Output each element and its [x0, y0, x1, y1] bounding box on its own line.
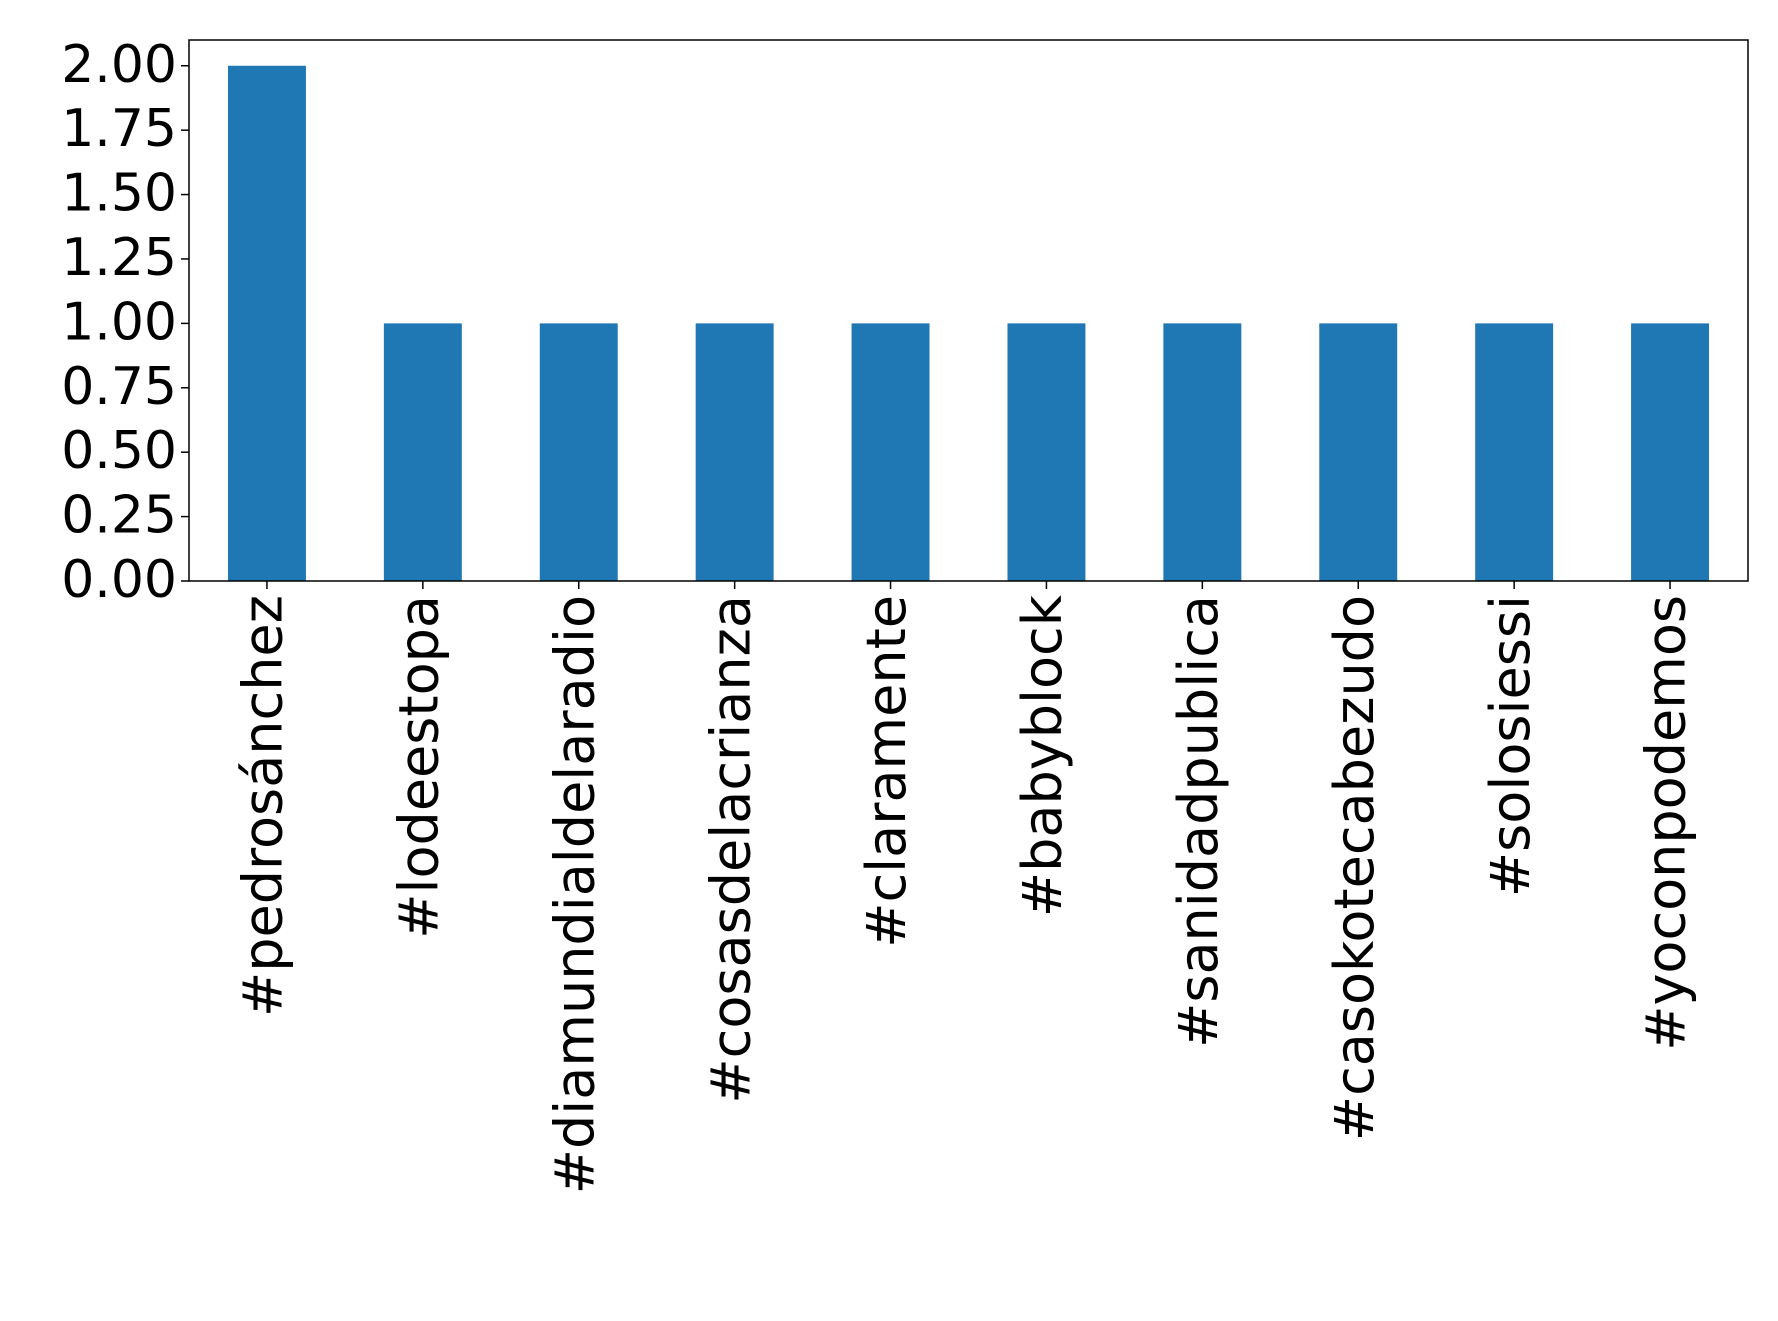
x-tick-label: #cosasdelacrianza	[699, 595, 762, 1104]
bar	[1475, 323, 1554, 581]
bar	[383, 323, 462, 581]
bar	[1007, 323, 1086, 581]
x-tick-label: #babyblock	[1011, 594, 1074, 917]
x-tick-label: #sanidadpublica	[1167, 595, 1230, 1048]
y-tick-label: 2.00	[61, 35, 177, 95]
bar	[1631, 323, 1710, 581]
x-tick-label: #yoconpodemos	[1635, 595, 1698, 1051]
y-tick-label: 1.50	[61, 164, 177, 224]
y-tick-label: 1.25	[61, 228, 177, 288]
y-tick-label: 0.25	[61, 486, 177, 546]
x-tick-label: #pedrosánchez	[232, 595, 295, 1017]
y-tick-label: 0.75	[61, 357, 177, 417]
x-tick-label: #lodeestopa	[387, 595, 450, 939]
x-tick-label: #diamundialdelaradio	[543, 595, 606, 1194]
x-tick-label: #claramente	[855, 595, 918, 948]
x-tick-label: #solosiessi	[1479, 595, 1542, 897]
bar	[1319, 323, 1398, 581]
y-tick-label: 0.50	[61, 421, 177, 481]
y-tick-label: 1.75	[61, 99, 177, 159]
bar	[695, 323, 774, 581]
x-tick-label: #casokotecabezudo	[1323, 595, 1386, 1141]
y-tick-label: 1.00	[61, 292, 177, 352]
bar	[227, 65, 306, 581]
y-tick-label: 0.00	[61, 550, 177, 610]
bar	[539, 323, 618, 581]
plot-frame	[188, 39, 1749, 582]
bar	[851, 323, 930, 581]
bar	[1163, 323, 1242, 581]
